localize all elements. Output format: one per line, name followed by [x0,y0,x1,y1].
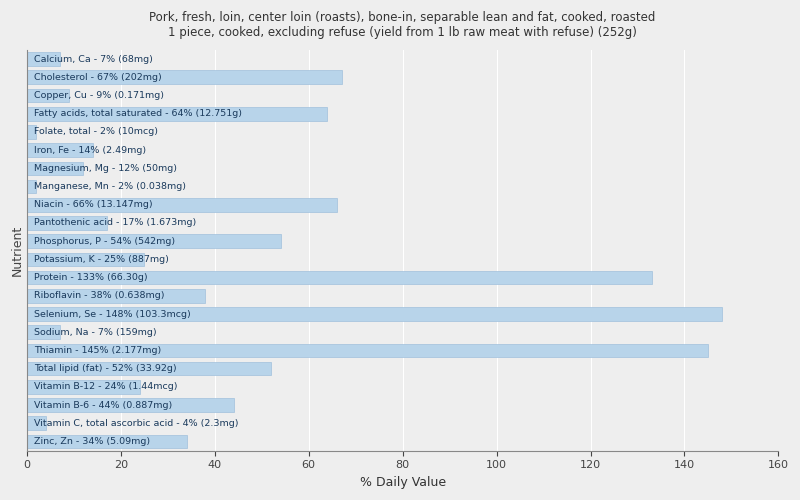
Text: Folate, total - 2% (10mcg): Folate, total - 2% (10mcg) [34,128,158,136]
Bar [27,180,36,194]
Text: Iron, Fe - 14% (2.49mg): Iron, Fe - 14% (2.49mg) [34,146,146,154]
Bar [27,344,708,357]
Bar [27,380,140,394]
Text: Vitamin B-6 - 44% (0.887mg): Vitamin B-6 - 44% (0.887mg) [34,400,172,409]
Y-axis label: Nutrient: Nutrient [11,224,24,276]
Bar [27,289,206,302]
Bar [27,307,722,321]
Title: Pork, fresh, loin, center loin (roasts), bone-in, separable lean and fat, cooked: Pork, fresh, loin, center loin (roasts),… [150,11,656,39]
Text: Riboflavin - 38% (0.638mg): Riboflavin - 38% (0.638mg) [34,292,165,300]
Text: Cholesterol - 67% (202mg): Cholesterol - 67% (202mg) [34,73,162,82]
Bar [27,434,186,448]
Text: Zinc, Zn - 34% (5.09mg): Zinc, Zn - 34% (5.09mg) [34,437,150,446]
Bar [27,362,271,376]
Text: Phosphorus, P - 54% (542mg): Phosphorus, P - 54% (542mg) [34,236,175,246]
Text: Fatty acids, total saturated - 64% (12.751g): Fatty acids, total saturated - 64% (12.7… [34,109,242,118]
Text: Vitamin C, total ascorbic acid - 4% (2.3mg): Vitamin C, total ascorbic acid - 4% (2.3… [34,419,238,428]
Bar [27,271,651,284]
Bar [27,88,69,102]
Text: Calcium, Ca - 7% (68mg): Calcium, Ca - 7% (68mg) [34,54,153,64]
Bar [27,144,93,157]
Bar [27,326,60,339]
Text: Niacin - 66% (13.147mg): Niacin - 66% (13.147mg) [34,200,153,209]
Bar [27,252,144,266]
Bar [27,70,342,84]
Text: Manganese, Mn - 2% (0.038mg): Manganese, Mn - 2% (0.038mg) [34,182,186,191]
Text: Potassium, K - 25% (887mg): Potassium, K - 25% (887mg) [34,255,169,264]
Bar [27,52,60,66]
Text: Vitamin B-12 - 24% (1.44mcg): Vitamin B-12 - 24% (1.44mcg) [34,382,178,392]
Bar [27,162,83,175]
Text: Thiamin - 145% (2.177mg): Thiamin - 145% (2.177mg) [34,346,161,355]
Text: Protein - 133% (66.30g): Protein - 133% (66.30g) [34,273,147,282]
Bar [27,125,36,139]
Bar [27,416,46,430]
Text: Magnesium, Mg - 12% (50mg): Magnesium, Mg - 12% (50mg) [34,164,177,173]
Bar [27,216,106,230]
Text: Selenium, Se - 148% (103.3mcg): Selenium, Se - 148% (103.3mcg) [34,310,190,318]
X-axis label: % Daily Value: % Daily Value [359,476,446,489]
Bar [27,398,234,412]
Bar [27,234,281,248]
Bar [27,198,337,211]
Text: Sodium, Na - 7% (159mg): Sodium, Na - 7% (159mg) [34,328,157,336]
Text: Pantothenic acid - 17% (1.673mg): Pantothenic acid - 17% (1.673mg) [34,218,196,228]
Bar [27,107,327,120]
Text: Copper, Cu - 9% (0.171mg): Copper, Cu - 9% (0.171mg) [34,91,164,100]
Text: Total lipid (fat) - 52% (33.92g): Total lipid (fat) - 52% (33.92g) [34,364,177,373]
